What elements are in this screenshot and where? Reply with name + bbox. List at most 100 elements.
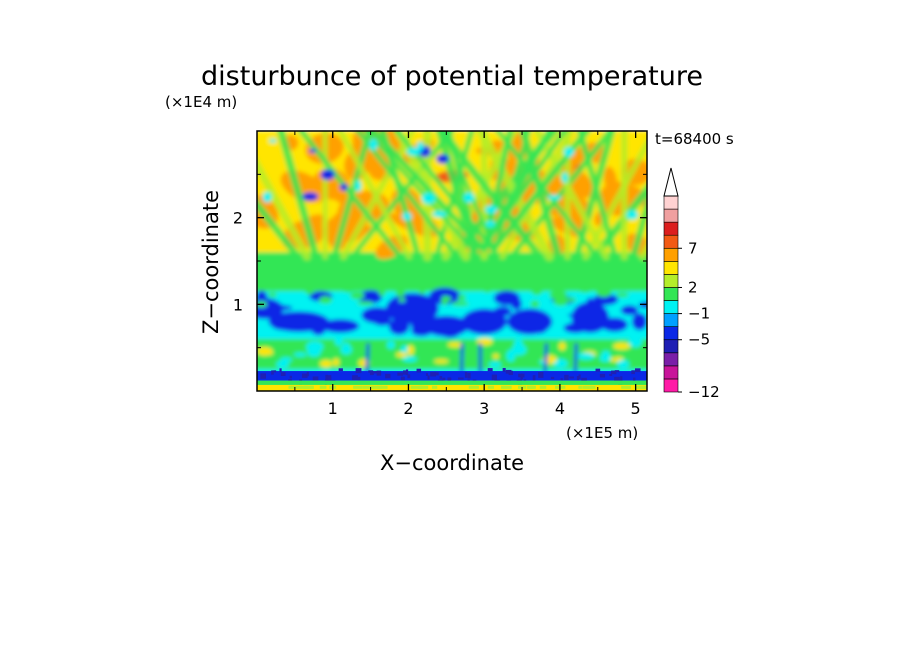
cold-patch — [407, 296, 431, 304]
cool-spot — [463, 192, 475, 203]
field-speckle — [553, 296, 568, 307]
heatmap-field — [257, 131, 647, 391]
field-speckle — [304, 286, 315, 295]
ground-speck — [569, 376, 574, 379]
cold-patch — [567, 313, 593, 318]
ground-speck — [625, 385, 631, 389]
cold-patch — [601, 317, 628, 332]
ground-speck — [467, 379, 470, 382]
y-unit-label: (×1E4 m) — [165, 93, 237, 111]
wave-beam — [337, 131, 412, 260]
field-speckle — [483, 285, 492, 293]
ground-speck — [319, 385, 327, 389]
lower-cell — [402, 356, 418, 362]
colorbar — [663, 167, 679, 393]
warm-blob — [562, 142, 599, 169]
ground-speck — [578, 385, 582, 389]
ground-speck — [564, 374, 569, 380]
ground-speck — [457, 377, 464, 380]
ground-speck — [464, 372, 468, 378]
wave-beam — [508, 131, 614, 260]
colorbar-tick-label: −1 — [688, 305, 710, 323]
field-speckle — [318, 296, 333, 304]
ground-speck — [637, 385, 647, 389]
wave-beam — [363, 131, 476, 253]
ground-speck — [502, 367, 506, 372]
ground-speck — [279, 368, 282, 373]
lower-cell — [257, 347, 273, 356]
ground-speck — [362, 385, 374, 389]
x-tick-label: 1 — [328, 399, 338, 418]
ground-speck — [397, 372, 404, 376]
colorbar-segment — [663, 261, 679, 275]
wave-beam — [441, 131, 497, 252]
ground-speck — [560, 378, 563, 381]
ground-speck — [634, 368, 641, 373]
cold-patch — [461, 308, 507, 335]
lower-cell — [332, 358, 340, 367]
lower-cell — [343, 342, 350, 347]
x-unit-label: (×1E5 m) — [566, 424, 638, 442]
lower-cell — [492, 353, 499, 359]
ground-speck — [576, 375, 579, 381]
ground-speck — [578, 374, 581, 379]
cool-spot — [269, 138, 277, 143]
cold-patch — [531, 319, 548, 334]
wave-beam — [534, 131, 610, 260]
ground-speck — [487, 368, 493, 372]
warm-blob — [387, 212, 423, 234]
ground-speck — [403, 370, 408, 375]
field-speckle — [531, 285, 543, 296]
lower-cell — [340, 344, 352, 355]
ground-speck — [582, 385, 589, 389]
y-tick-label: 2 — [233, 209, 243, 228]
ground-speck — [331, 385, 337, 389]
x-tick-label: 3 — [479, 399, 489, 418]
ground-speck — [467, 372, 471, 379]
x-tick-label: 2 — [403, 399, 413, 418]
lower-cell — [433, 359, 449, 364]
field-speckle — [615, 292, 629, 298]
ground-speck — [312, 376, 319, 381]
colorbar-segment — [663, 313, 679, 327]
colorbar-segment — [663, 221, 679, 236]
ground-speck — [418, 385, 429, 389]
cool-spot — [563, 147, 575, 157]
wave-beam — [495, 131, 600, 260]
field-speckle — [341, 285, 357, 293]
ground-speck — [289, 375, 292, 379]
lower-cell — [513, 339, 523, 348]
ground-speck — [538, 372, 544, 378]
wave-beam — [297, 131, 403, 260]
ground-speck — [550, 376, 555, 380]
ground-speck — [327, 375, 332, 381]
lower-cell — [627, 339, 642, 345]
ground-speck — [447, 377, 451, 383]
colorbar-segment — [663, 274, 679, 288]
colorbar-segment — [663, 378, 679, 393]
lower-cell — [616, 359, 630, 369]
colorbar-tick-label: −12 — [688, 383, 720, 401]
lower-cell — [307, 347, 321, 357]
field-speckle — [530, 300, 540, 308]
ground-speck — [434, 372, 439, 376]
ground-speck — [532, 375, 536, 381]
field-speckle — [378, 288, 386, 297]
ground-speck — [371, 371, 378, 374]
lower-cell — [558, 342, 566, 351]
colorbar-segment — [663, 339, 679, 354]
ground-speck — [611, 370, 617, 375]
cool-spot — [626, 210, 639, 220]
ground-speck — [633, 377, 636, 382]
wave-beam — [257, 198, 302, 261]
x-axis-label: X−coordinate — [380, 451, 524, 475]
ground-speck — [539, 385, 544, 389]
ground-speck — [642, 385, 647, 389]
ground-speck — [442, 377, 446, 381]
colorbar-segment — [663, 287, 679, 301]
ground-speck — [301, 373, 308, 378]
lower-cell — [511, 344, 527, 356]
ground-speck — [430, 372, 436, 377]
lower-cell — [280, 357, 293, 362]
